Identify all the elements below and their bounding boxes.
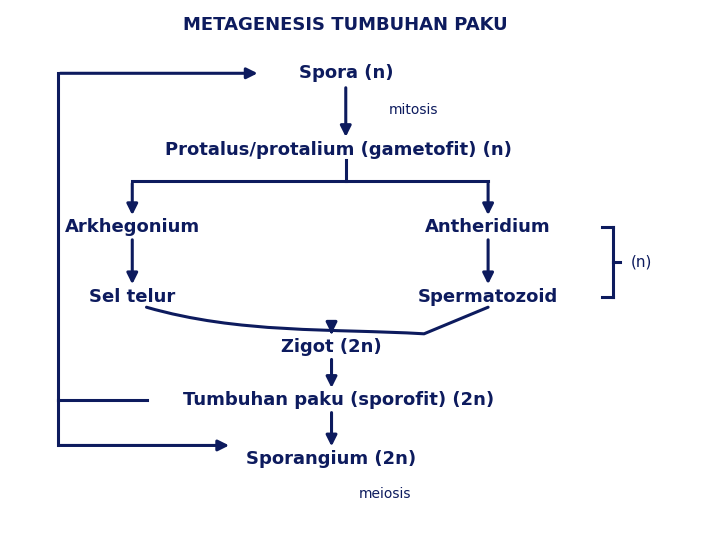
Text: Spermatozoid: Spermatozoid [418,288,558,306]
Text: Protalus/protalium (gametofit) (n): Protalus/protalium (gametofit) (n) [165,141,512,159]
Text: Zigot (2n): Zigot (2n) [282,338,382,356]
Text: METAGENESIS TUMBUHAN PAKU: METAGENESIS TUMBUHAN PAKU [184,16,508,35]
Text: Tumbuhan paku (sporofit) (2n): Tumbuhan paku (sporofit) (2n) [183,392,494,409]
FancyArrowPatch shape [146,307,488,334]
Text: Sporangium (2n): Sporangium (2n) [246,450,417,468]
Text: meiosis: meiosis [359,488,411,501]
Text: Sel telur: Sel telur [89,288,176,306]
Text: Arkhegonium: Arkhegonium [65,219,200,237]
Text: Spora (n): Spora (n) [299,64,393,82]
Text: mitosis: mitosis [389,104,438,118]
Text: (n): (n) [631,254,652,269]
Text: Antheridium: Antheridium [426,219,551,237]
